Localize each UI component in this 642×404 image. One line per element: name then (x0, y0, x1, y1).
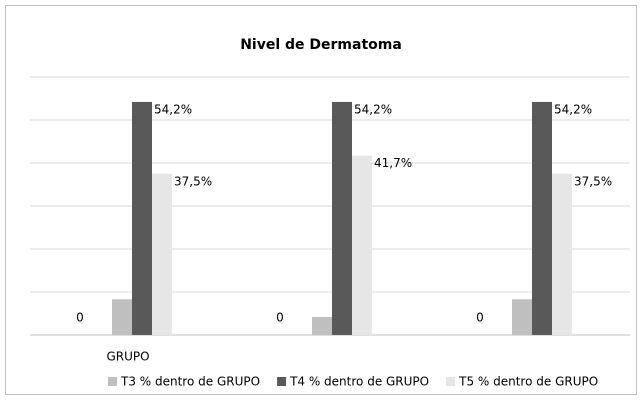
bar (112, 299, 132, 335)
legend-swatch (277, 377, 287, 386)
data-label: 0 (76, 311, 84, 325)
legend-swatch (446, 377, 456, 386)
legend-label: T4 % dentro de GRUPO (289, 375, 429, 389)
bar (312, 316, 332, 335)
data-label: 54,2% (554, 102, 592, 116)
data-label: 37,5% (174, 174, 212, 188)
data-label: 0 (276, 311, 284, 325)
bar (332, 101, 352, 335)
data-label: 54,2% (154, 102, 192, 116)
bar (512, 299, 532, 335)
data-label: 41,7% (374, 156, 412, 170)
chart-title: Nivel de Dermatoma (240, 37, 402, 53)
data-label: 37,5% (574, 174, 612, 188)
legend-label: T3 % dentro de GRUPO (120, 375, 260, 389)
legend-label: T5 % dentro de GRUPO (458, 375, 598, 389)
legend-swatch (108, 377, 117, 386)
bar (152, 173, 172, 335)
x-axis-label: GRUPO (106, 350, 149, 364)
data-label: 54,2% (354, 102, 392, 116)
bar (132, 101, 152, 335)
bar (532, 101, 552, 335)
bar (352, 155, 372, 335)
bar (552, 173, 572, 335)
data-label: 0 (476, 311, 484, 325)
